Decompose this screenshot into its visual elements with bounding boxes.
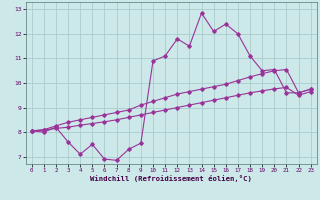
X-axis label: Windchill (Refroidissement éolien,°C): Windchill (Refroidissement éolien,°C) — [90, 175, 252, 182]
